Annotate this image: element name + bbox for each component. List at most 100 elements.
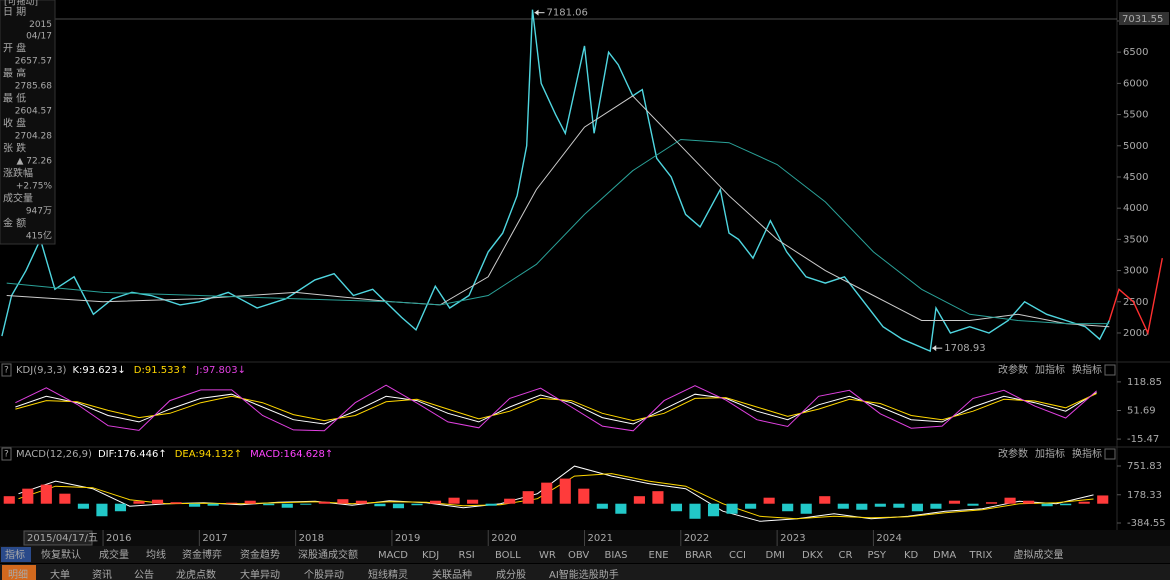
bottom-tab[interactable]: 大单 bbox=[50, 568, 70, 580]
bottom-tab[interactable]: 成分股 bbox=[496, 569, 526, 580]
indicator-tab[interactable]: TRIX bbox=[969, 550, 993, 561]
macd-bar bbox=[948, 500, 961, 504]
indicator-tab[interactable]: BRAR bbox=[685, 550, 712, 561]
info-label: 最 低 bbox=[3, 92, 26, 105]
bottom-tab[interactable]: AI智能选股助手 bbox=[549, 568, 619, 580]
drag-hint: [可拖动] bbox=[4, 0, 38, 8]
macd-bar bbox=[1004, 497, 1016, 504]
indicator-tab[interactable]: KDJ bbox=[422, 550, 439, 561]
macd-bar bbox=[170, 502, 182, 504]
indicator-tab[interactable]: PSY bbox=[868, 550, 887, 561]
macd-bar bbox=[189, 503, 201, 507]
indicator-tab-selected[interactable] bbox=[1, 547, 31, 562]
indicator-line bbox=[18, 473, 1094, 520]
indicator-tab[interactable]: DKX bbox=[802, 550, 823, 561]
legend-value: 91.533 bbox=[145, 365, 180, 376]
panel-tool[interactable]: 加指标 bbox=[1035, 363, 1065, 376]
legend-value: 94.132 bbox=[199, 449, 234, 460]
macd-bar bbox=[448, 497, 460, 504]
legend-name: D: bbox=[134, 365, 145, 376]
macd-bar bbox=[782, 503, 794, 512]
info-value: 2704.28 bbox=[15, 132, 52, 142]
macd-bar bbox=[522, 491, 534, 504]
x-tick-label: 2018 bbox=[299, 533, 324, 544]
macd-bar bbox=[392, 503, 405, 509]
macd-bar bbox=[429, 500, 442, 504]
y-tick-label: 751.83 bbox=[1127, 461, 1162, 472]
bottom-tab[interactable]: 龙虎点数 bbox=[176, 568, 216, 580]
info-value: 947万 bbox=[26, 207, 52, 217]
indicator-tab[interactable]: 指标 bbox=[5, 548, 25, 561]
y-tick-label: 6000 bbox=[1123, 78, 1148, 89]
indicator-line bbox=[15, 392, 1097, 425]
indicator-tab[interactable]: CCI bbox=[729, 550, 746, 561]
bottom-tab[interactable]: 个股异动 bbox=[304, 569, 344, 580]
macd-bar bbox=[281, 503, 293, 508]
legend-name: MACD: bbox=[250, 449, 283, 460]
date-label: 2015/04/17/五 bbox=[27, 533, 98, 544]
panel-close[interactable] bbox=[1104, 448, 1116, 460]
info-sub: 04/17 bbox=[26, 32, 52, 42]
panel-tool[interactable]: 改参数 bbox=[998, 363, 1028, 376]
indicator-tab[interactable]: CR bbox=[839, 550, 853, 561]
indicator-tab[interactable]: 虚拟成交量 bbox=[1014, 548, 1064, 561]
legend-name: DIF: bbox=[98, 449, 117, 460]
panel-tool[interactable]: 改参数 bbox=[998, 447, 1028, 460]
indicator-tab[interactable]: KD bbox=[904, 550, 919, 561]
bottom-tab[interactable]: 资讯 bbox=[92, 569, 112, 580]
indicator-tab[interactable]: MACD bbox=[378, 550, 408, 561]
macd-bar bbox=[745, 503, 757, 509]
info-label: 张 跌 bbox=[3, 142, 26, 155]
bottom-tab[interactable]: 明细 bbox=[8, 568, 28, 580]
info-label: 最 高 bbox=[3, 67, 26, 80]
price-marker-box bbox=[1119, 12, 1169, 26]
indicator-tab[interactable]: 资金博弈 bbox=[182, 548, 222, 561]
macd-bar bbox=[226, 502, 238, 504]
bottom-tab-selected[interactable] bbox=[2, 565, 36, 580]
macd-bar bbox=[207, 503, 219, 506]
y-tick-label: 118.85 bbox=[1127, 377, 1162, 388]
indicator-tab[interactable]: 资金趋势 bbox=[240, 548, 280, 561]
x-tick-label: 2023 bbox=[780, 533, 805, 544]
macd-bar bbox=[300, 503, 312, 505]
macd-bar bbox=[967, 503, 979, 506]
macd-bar bbox=[244, 500, 256, 504]
help-icon[interactable]: ? bbox=[4, 450, 9, 460]
indicator-tab[interactable]: 均线 bbox=[146, 548, 166, 561]
y-tick-label: 2000 bbox=[1123, 328, 1148, 339]
bottom-tab[interactable]: 公告 bbox=[134, 568, 154, 580]
indicator-tab[interactable]: DMI bbox=[766, 550, 785, 561]
macd-bar bbox=[263, 503, 275, 506]
indicator-tab[interactable]: 成交量 bbox=[99, 548, 129, 561]
bottom-tab[interactable]: 关联品种 bbox=[432, 568, 472, 580]
macd-bar bbox=[40, 484, 52, 504]
help-icon-box[interactable] bbox=[1, 363, 12, 377]
indicator-tab[interactable]: 深股通成交额 bbox=[298, 548, 358, 561]
y-tick-label: -384.55 bbox=[1127, 518, 1166, 529]
legend-trend: ↓ bbox=[238, 365, 246, 376]
macd-bar bbox=[541, 482, 553, 504]
indicator-tab[interactable]: ENE bbox=[649, 550, 669, 561]
indicator-tab[interactable]: 恢复默认 bbox=[41, 548, 81, 561]
indicator-tab[interactable]: WR bbox=[539, 550, 556, 561]
bottom-bar bbox=[0, 564, 1170, 580]
macd-bar bbox=[114, 503, 127, 512]
macd-bar bbox=[930, 503, 942, 509]
indicator-tab[interactable]: OBV bbox=[568, 550, 589, 561]
indicator-tab[interactable]: BOLL bbox=[495, 550, 521, 561]
macd-bar bbox=[1078, 501, 1090, 504]
help-icon[interactable]: ? bbox=[4, 366, 9, 376]
indicator-tab[interactable]: DMA bbox=[933, 550, 956, 561]
info-value: 2657.57 bbox=[15, 57, 52, 67]
help-icon-box[interactable] bbox=[1, 447, 12, 461]
bottom-tab[interactable]: 短线精灵 bbox=[368, 568, 408, 580]
panel-tool[interactable]: 换指标 bbox=[1072, 447, 1102, 460]
panel-close[interactable] bbox=[1104, 364, 1116, 376]
bottom-tab[interactable]: 大单异动 bbox=[240, 568, 280, 580]
indicator-tab[interactable]: BIAS bbox=[605, 550, 628, 561]
indicator-tab[interactable]: RSI bbox=[459, 550, 475, 561]
macd-bar bbox=[3, 496, 15, 504]
panel-tool[interactable]: 加指标 bbox=[1035, 447, 1065, 460]
macd-bar bbox=[151, 499, 164, 504]
panel-tool[interactable]: 换指标 bbox=[1072, 363, 1102, 376]
